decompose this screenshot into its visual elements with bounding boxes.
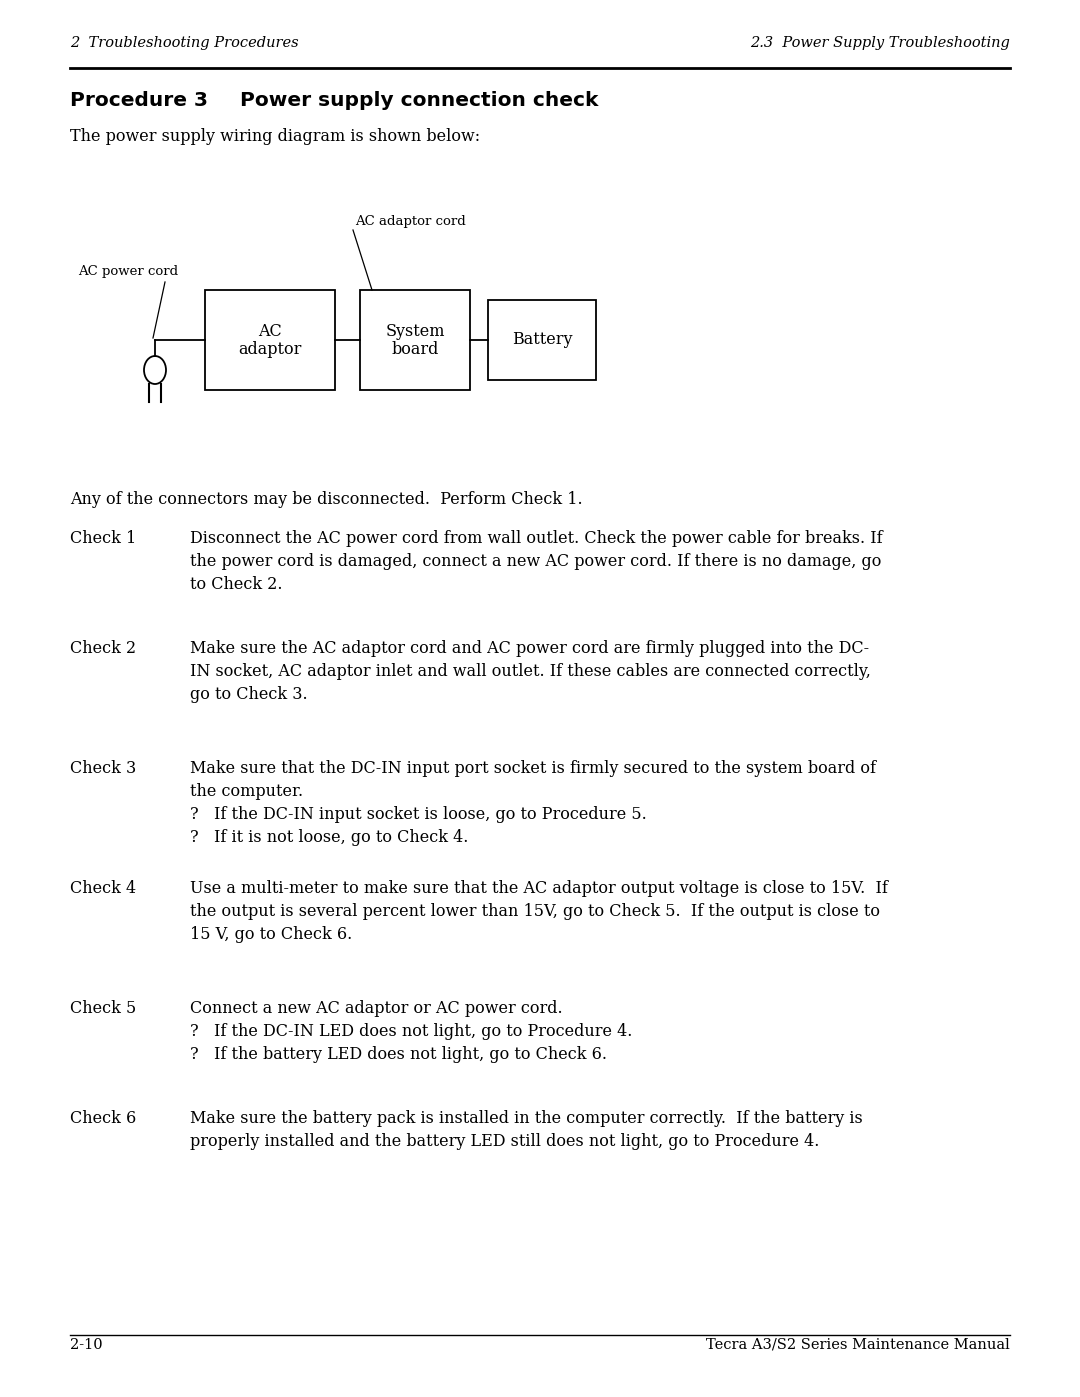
- Text: adaptor: adaptor: [239, 341, 301, 359]
- Text: Make sure the battery pack is installed in the computer correctly.  If the batte: Make sure the battery pack is installed …: [190, 1111, 863, 1150]
- Text: The power supply wiring diagram is shown below:: The power supply wiring diagram is shown…: [70, 129, 481, 145]
- Text: 2-10: 2-10: [70, 1338, 103, 1352]
- Text: board: board: [391, 341, 438, 359]
- Text: Disconnect the AC power cord from wall outlet. Check the power cable for breaks.: Disconnect the AC power cord from wall o…: [190, 529, 882, 592]
- Text: Check 5: Check 5: [70, 1000, 136, 1017]
- Text: System: System: [386, 324, 445, 341]
- Text: Make sure that the DC-IN input port socket is firmly secured to the system board: Make sure that the DC-IN input port sock…: [190, 760, 876, 845]
- Text: Tecra A3/S2 Series Maintenance Manual: Tecra A3/S2 Series Maintenance Manual: [706, 1338, 1010, 1352]
- Text: AC: AC: [258, 324, 282, 341]
- Ellipse shape: [144, 356, 166, 384]
- Text: Any of the connectors may be disconnected.  Perform Check 1.: Any of the connectors may be disconnecte…: [70, 490, 582, 509]
- Text: 2  Troubleshooting Procedures: 2 Troubleshooting Procedures: [70, 36, 299, 50]
- Text: Procedure 3: Procedure 3: [70, 91, 208, 110]
- Bar: [360, 291, 470, 390]
- Text: Check 2: Check 2: [70, 640, 136, 657]
- Text: Check 3: Check 3: [70, 760, 136, 777]
- Bar: [205, 291, 335, 390]
- Text: 2.3  Power Supply Troubleshooting: 2.3 Power Supply Troubleshooting: [751, 36, 1010, 50]
- Bar: [488, 300, 596, 380]
- Text: Battery: Battery: [512, 331, 572, 348]
- Text: Check 4: Check 4: [70, 880, 136, 897]
- Text: Make sure the AC adaptor cord and AC power cord are firmly plugged into the DC-
: Make sure the AC adaptor cord and AC pow…: [190, 640, 870, 703]
- Text: Power supply connection check: Power supply connection check: [240, 91, 598, 110]
- Text: AC power cord: AC power cord: [78, 265, 178, 278]
- Text: Check 6: Check 6: [70, 1111, 136, 1127]
- Text: Use a multi‑meter to make sure that the AC adaptor output voltage is close to 15: Use a multi‑meter to make sure that the …: [190, 880, 888, 943]
- Text: Connect a new AC adaptor or AC power cord.
?   If the DC-IN LED does not light, : Connect a new AC adaptor or AC power cor…: [190, 1000, 633, 1063]
- Text: Check 1: Check 1: [70, 529, 136, 548]
- Text: AC adaptor cord: AC adaptor cord: [355, 215, 465, 228]
